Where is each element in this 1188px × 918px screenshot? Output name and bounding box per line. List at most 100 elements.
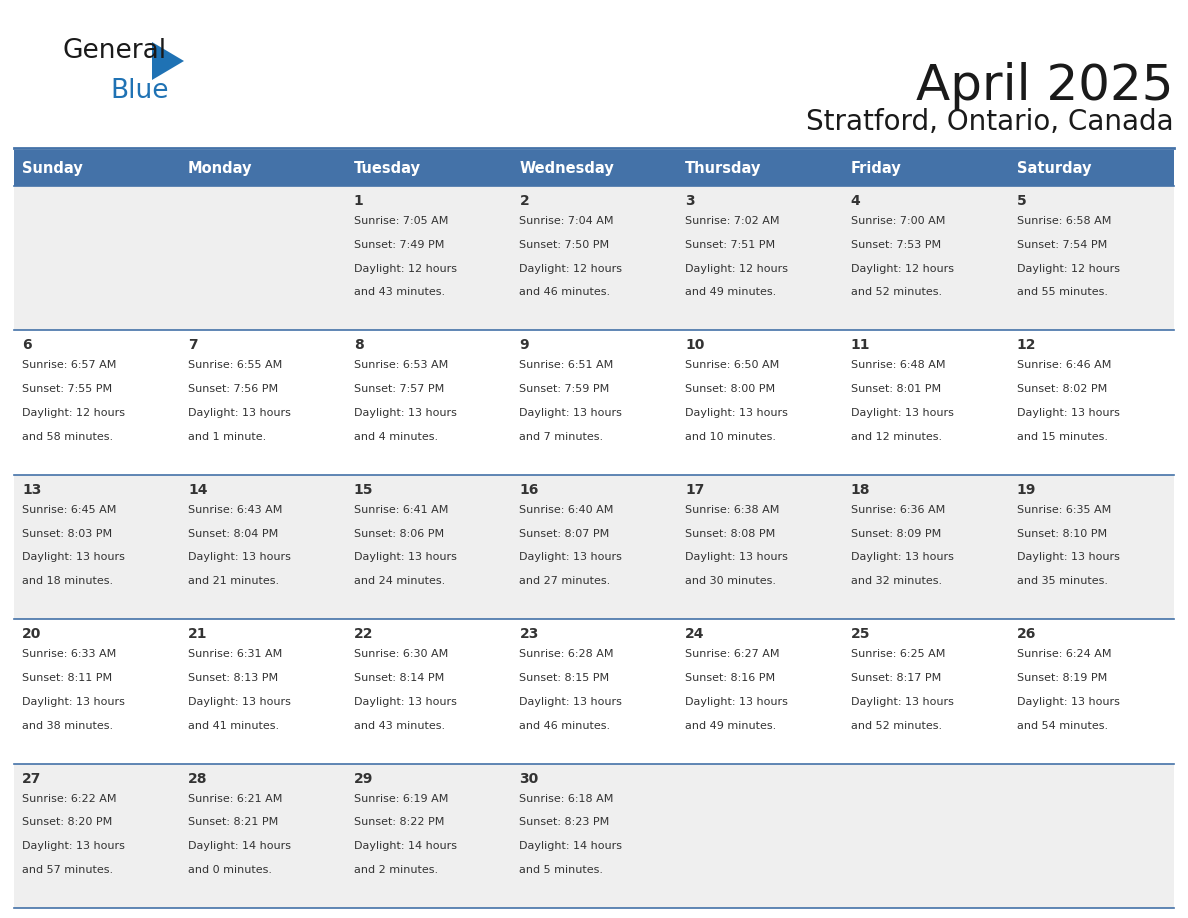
Text: Sunrise: 6:46 AM: Sunrise: 6:46 AM: [1017, 361, 1111, 370]
Text: and 24 minutes.: and 24 minutes.: [354, 577, 446, 587]
Text: Daylight: 12 hours: Daylight: 12 hours: [685, 263, 788, 274]
Text: Sunset: 8:20 PM: Sunset: 8:20 PM: [23, 817, 113, 827]
Bar: [842, 150, 1009, 186]
Text: Sunset: 8:15 PM: Sunset: 8:15 PM: [519, 673, 609, 683]
Text: 14: 14: [188, 483, 208, 497]
Text: 16: 16: [519, 483, 539, 497]
Bar: [346, 150, 511, 186]
Bar: [14, 330, 1174, 475]
Text: Sunday: Sunday: [23, 162, 83, 176]
Text: Daylight: 14 hours: Daylight: 14 hours: [188, 841, 291, 851]
Text: 11: 11: [851, 339, 871, 353]
Text: and 32 minutes.: and 32 minutes.: [851, 577, 942, 587]
Text: Sunrise: 6:58 AM: Sunrise: 6:58 AM: [1017, 216, 1111, 226]
Text: Monday: Monday: [188, 162, 253, 176]
Text: and 15 minutes.: and 15 minutes.: [1017, 431, 1107, 442]
Text: Sunrise: 6:30 AM: Sunrise: 6:30 AM: [354, 649, 448, 659]
Text: and 12 minutes.: and 12 minutes.: [851, 431, 942, 442]
Text: Sunset: 8:19 PM: Sunset: 8:19 PM: [1017, 673, 1107, 683]
Text: Sunset: 8:01 PM: Sunset: 8:01 PM: [851, 385, 941, 394]
Text: Sunrise: 6:19 AM: Sunrise: 6:19 AM: [354, 793, 448, 803]
Text: and 38 minutes.: and 38 minutes.: [23, 721, 113, 731]
Text: and 41 minutes.: and 41 minutes.: [188, 721, 279, 731]
Text: Sunrise: 7:05 AM: Sunrise: 7:05 AM: [354, 216, 448, 226]
Text: Tuesday: Tuesday: [354, 162, 421, 176]
Text: Sunset: 8:23 PM: Sunset: 8:23 PM: [519, 817, 609, 827]
Text: and 1 minute.: and 1 minute.: [188, 431, 266, 442]
Text: Daylight: 13 hours: Daylight: 13 hours: [851, 697, 954, 707]
Text: Sunset: 7:55 PM: Sunset: 7:55 PM: [23, 385, 113, 394]
Text: 15: 15: [354, 483, 373, 497]
Text: 29: 29: [354, 772, 373, 786]
Text: Sunset: 8:21 PM: Sunset: 8:21 PM: [188, 817, 278, 827]
Text: and 10 minutes.: and 10 minutes.: [685, 431, 776, 442]
Text: Daylight: 13 hours: Daylight: 13 hours: [519, 697, 623, 707]
Text: Daylight: 12 hours: Daylight: 12 hours: [851, 263, 954, 274]
Text: and 7 minutes.: and 7 minutes.: [519, 431, 604, 442]
Text: Sunset: 7:53 PM: Sunset: 7:53 PM: [851, 240, 941, 250]
Text: 24: 24: [685, 627, 704, 641]
Text: Sunset: 7:50 PM: Sunset: 7:50 PM: [519, 240, 609, 250]
Text: 22: 22: [354, 627, 373, 641]
Text: Sunrise: 6:48 AM: Sunrise: 6:48 AM: [851, 361, 946, 370]
Text: and 54 minutes.: and 54 minutes.: [1017, 721, 1107, 731]
Text: and 35 minutes.: and 35 minutes.: [1017, 577, 1107, 587]
Text: Sunrise: 6:41 AM: Sunrise: 6:41 AM: [354, 505, 448, 515]
Text: 5: 5: [1017, 194, 1026, 208]
Bar: [511, 150, 677, 186]
Text: Daylight: 13 hours: Daylight: 13 hours: [851, 409, 954, 418]
Bar: [14, 475, 1174, 620]
Text: and 43 minutes.: and 43 minutes.: [354, 287, 444, 297]
Text: and 46 minutes.: and 46 minutes.: [519, 721, 611, 731]
Text: Sunrise: 6:53 AM: Sunrise: 6:53 AM: [354, 361, 448, 370]
Text: 20: 20: [23, 627, 42, 641]
Text: 8: 8: [354, 339, 364, 353]
Text: Daylight: 13 hours: Daylight: 13 hours: [354, 697, 456, 707]
Text: Sunrise: 6:50 AM: Sunrise: 6:50 AM: [685, 361, 779, 370]
Text: 2: 2: [519, 194, 529, 208]
Text: Sunset: 8:10 PM: Sunset: 8:10 PM: [1017, 529, 1107, 539]
Text: 4: 4: [851, 194, 860, 208]
Text: Sunrise: 6:31 AM: Sunrise: 6:31 AM: [188, 649, 283, 659]
Text: and 5 minutes.: and 5 minutes.: [519, 865, 604, 875]
Text: and 4 minutes.: and 4 minutes.: [354, 431, 438, 442]
Text: Sunset: 7:56 PM: Sunset: 7:56 PM: [188, 385, 278, 394]
Text: Daylight: 14 hours: Daylight: 14 hours: [354, 841, 456, 851]
Text: 26: 26: [1017, 627, 1036, 641]
Text: Sunrise: 6:55 AM: Sunrise: 6:55 AM: [188, 361, 283, 370]
Text: 7: 7: [188, 339, 197, 353]
Bar: [14, 186, 1174, 330]
Text: and 46 minutes.: and 46 minutes.: [519, 287, 611, 297]
Text: and 0 minutes.: and 0 minutes.: [188, 865, 272, 875]
Text: Sunset: 8:06 PM: Sunset: 8:06 PM: [354, 529, 444, 539]
Text: Stratford, Ontario, Canada: Stratford, Ontario, Canada: [807, 108, 1174, 136]
Text: Daylight: 13 hours: Daylight: 13 hours: [685, 697, 788, 707]
Text: Daylight: 13 hours: Daylight: 13 hours: [354, 409, 456, 418]
Text: Daylight: 12 hours: Daylight: 12 hours: [1017, 263, 1119, 274]
Text: Sunset: 8:17 PM: Sunset: 8:17 PM: [851, 673, 941, 683]
Text: 1: 1: [354, 194, 364, 208]
Text: 13: 13: [23, 483, 42, 497]
Text: and 57 minutes.: and 57 minutes.: [23, 865, 113, 875]
Text: Sunrise: 6:51 AM: Sunrise: 6:51 AM: [519, 361, 614, 370]
Text: 12: 12: [1017, 339, 1036, 353]
Text: Daylight: 13 hours: Daylight: 13 hours: [23, 553, 125, 563]
Text: Sunset: 8:02 PM: Sunset: 8:02 PM: [1017, 385, 1107, 394]
Text: Sunrise: 7:00 AM: Sunrise: 7:00 AM: [851, 216, 946, 226]
Text: Sunrise: 6:33 AM: Sunrise: 6:33 AM: [23, 649, 116, 659]
Text: 27: 27: [23, 772, 42, 786]
Text: Daylight: 13 hours: Daylight: 13 hours: [188, 697, 291, 707]
Text: Daylight: 13 hours: Daylight: 13 hours: [685, 409, 788, 418]
Text: Sunset: 8:22 PM: Sunset: 8:22 PM: [354, 817, 444, 827]
Text: and 58 minutes.: and 58 minutes.: [23, 431, 113, 442]
Text: and 52 minutes.: and 52 minutes.: [851, 721, 942, 731]
Bar: [677, 150, 842, 186]
Text: and 52 minutes.: and 52 minutes.: [851, 287, 942, 297]
Text: Thursday: Thursday: [685, 162, 762, 176]
Text: Sunrise: 6:28 AM: Sunrise: 6:28 AM: [519, 649, 614, 659]
Text: Sunrise: 6:45 AM: Sunrise: 6:45 AM: [23, 505, 116, 515]
Text: Sunrise: 7:02 AM: Sunrise: 7:02 AM: [685, 216, 779, 226]
Text: General: General: [62, 38, 166, 64]
Text: 17: 17: [685, 483, 704, 497]
Text: Sunset: 8:14 PM: Sunset: 8:14 PM: [354, 673, 444, 683]
